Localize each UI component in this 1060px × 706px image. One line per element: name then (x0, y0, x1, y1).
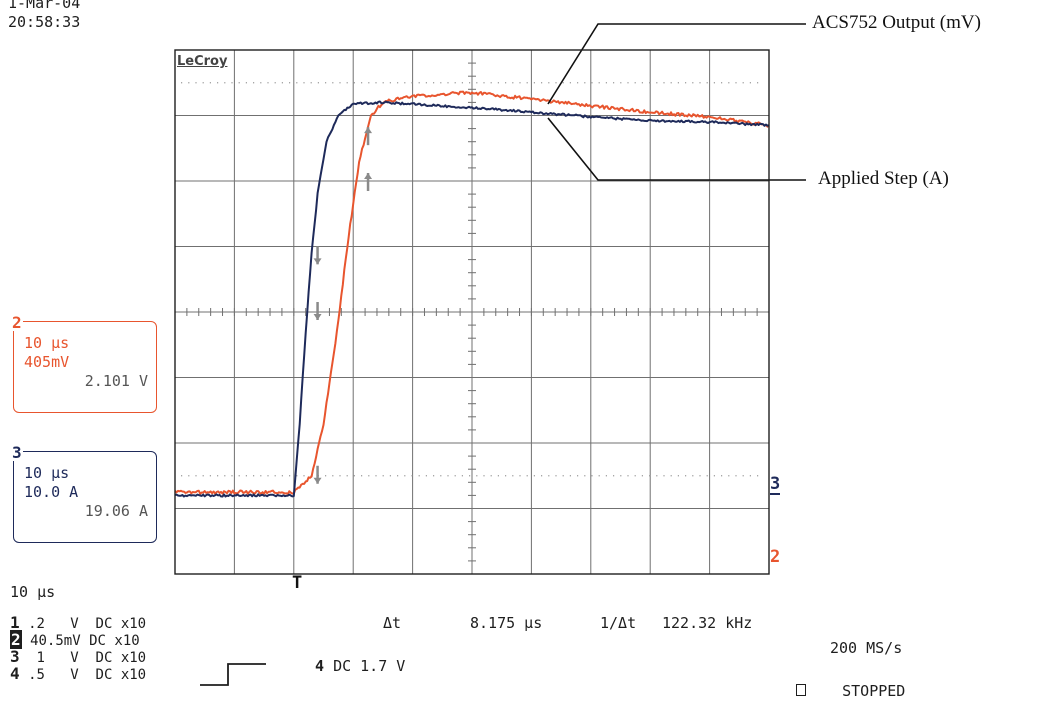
trigger-position-marker[interactable]: T (292, 573, 303, 593)
channel-3-reading: 19.06 A (84, 502, 148, 520)
channel-3-readout-box[interactable]: 3 10 µs 10.0 A 19.06 A (11, 445, 157, 543)
channel-1-probe: x10 (120, 616, 147, 632)
step-leader-line (547, 117, 806, 181)
channel-3-number: 3 (11, 443, 23, 462)
channel-2-row-scale: 40.5mV (30, 633, 81, 649)
channel-3-timebase: 10 µs (24, 464, 70, 482)
channel-3-settings[interactable]: 3 1 V DC x10 (10, 649, 146, 666)
channel-3-row-number: 3 (10, 647, 20, 666)
trigger-setting[interactable]: 4 DC 1.7 V (315, 657, 405, 675)
channel-3-row-coupling: DC (95, 650, 113, 666)
channel-4-row-number: 4 (10, 664, 20, 683)
cursor-down-arrow-icon (313, 477, 322, 484)
applied-step-trace (174, 100, 770, 498)
channel-3-scale: 10.0 A (24, 483, 79, 501)
inverse-delta-t-label: 1/Δt (600, 614, 637, 632)
cursor-down-arrow-icon (313, 314, 322, 320)
channel-1-settings[interactable]: 1 .2 V DC x10 (10, 615, 146, 632)
channel-3-trace-marker[interactable]: 3 (770, 474, 781, 495)
cursor-up-arrow-icon (364, 127, 373, 134)
output-annotation: ACS752 Output (mV) (812, 12, 981, 33)
time-readout: 20:58:33 (8, 13, 81, 31)
channel-2-row-coupling: DC (89, 633, 106, 649)
rising-edge-trigger-icon (200, 663, 266, 686)
inverse-delta-t-value: 122.32 kHz (662, 614, 753, 632)
channel-2-trace-marker[interactable]: 2 (770, 547, 781, 567)
channel-2-number: 2 (11, 313, 23, 332)
stop-icon (796, 684, 806, 696)
sample-rate: 200 MS/s (830, 639, 903, 657)
step-annotation: Applied Step (A) (818, 168, 949, 189)
channel-4-row-unit: V (70, 667, 79, 683)
channel-3-row-unit: V (70, 650, 79, 666)
channel-1-unit: V (70, 616, 79, 632)
channel-1-coupling: DC (95, 616, 113, 632)
delta-t-value: 8.175 µs (470, 614, 543, 632)
graticule (174, 49, 770, 575)
channel-2-scale: 405mV (24, 353, 70, 371)
timebase-readout: 10 µs (10, 583, 56, 601)
annotation-leaders (547, 23, 806, 181)
acs752-output-trace (174, 90, 770, 495)
trigger-level: DC 1.7 V (333, 657, 406, 675)
channel-2-timebase: 10 µs (24, 334, 70, 352)
acquisition-state: STOPPED (842, 682, 906, 700)
channel-2-settings[interactable]: 2 40.5mV DC x10 (10, 630, 140, 649)
output-leader-line (547, 23, 806, 105)
channel-4-row-coupling: DC (95, 667, 113, 683)
delta-t-label: Δt (383, 614, 402, 632)
cursor-down-arrow-icon (313, 258, 322, 265)
cursor-markers (313, 127, 373, 484)
channel-4-row-scale: .5 (28, 667, 45, 683)
channel-1-scale: .2 (28, 616, 45, 632)
channel-3-row-probe: x10 (120, 650, 147, 666)
waveform-traces (174, 90, 770, 498)
cursor-up-arrow-icon (364, 173, 373, 179)
channel-4-settings[interactable]: 4 .5 V DC x10 (10, 666, 146, 683)
channel-1-number: 1 (10, 613, 20, 632)
date-readout: 1-Mar-04 (8, 0, 81, 12)
trigger-channel: 4 (315, 657, 325, 675)
plot-frame (174, 49, 770, 575)
channel-4-row-probe: x10 (120, 667, 147, 683)
channel-2-row-number: 2 (10, 630, 22, 649)
channel-2-row-probe: x10 (114, 633, 140, 649)
brand-logo: LeCroy (177, 54, 228, 69)
channel-2-readout-box[interactable]: 2 10 µs 405mV 2.101 V (11, 315, 157, 413)
channel-3-row-scale: 1 (36, 650, 45, 666)
channel-2-reading: 2.101 V (84, 372, 148, 390)
acquisition-status[interactable]: STOPPED (796, 682, 905, 700)
